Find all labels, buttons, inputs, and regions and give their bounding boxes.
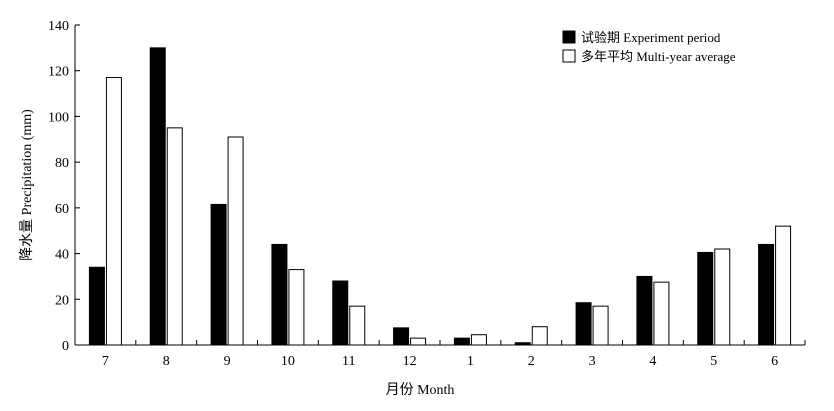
y-tick-label: 60 <box>55 202 69 217</box>
bar-average-month-12 <box>410 337 427 346</box>
bar-average-month-10 <box>288 269 305 346</box>
x-tick-label: 10 <box>281 354 295 369</box>
axes-layer <box>74 25 805 346</box>
bar-average-month-1 <box>470 334 487 346</box>
x-tick-label: 7 <box>102 354 109 369</box>
x-tick-label: 12 <box>403 354 417 369</box>
bar-average-month-4 <box>653 281 670 346</box>
legend-label-average: 多年平均 Multi-year average <box>581 49 736 64</box>
bar-average-month-2 <box>531 326 548 346</box>
bar-experiment-month-7 <box>88 266 105 346</box>
bar-experiment-month-10 <box>271 243 288 346</box>
bar-average-month-8 <box>166 127 183 346</box>
x-tick-label: 6 <box>771 354 778 369</box>
x-tick-label: 2 <box>528 354 535 369</box>
x-tick-label: 8 <box>163 354 170 369</box>
y-ticks: 0 20 40 60 80 100 120 140 <box>48 19 80 354</box>
x-tick-label: 9 <box>224 354 231 369</box>
bar-average-month-6 <box>775 225 792 346</box>
bars-layer <box>88 47 792 346</box>
y-tick-label: 120 <box>48 65 69 80</box>
x-tick-label: 11 <box>342 354 355 369</box>
legend-swatch-average <box>562 49 576 63</box>
bar-experiment-month-3 <box>575 302 592 346</box>
bar-average-month-7 <box>105 77 122 346</box>
bar-average-month-5 <box>714 248 731 346</box>
legend: 试验期 Experiment period 多年平均 Multi-year av… <box>562 30 736 64</box>
legend-label-experiment: 试验期 Experiment period <box>581 30 721 45</box>
x-tick-label: 4 <box>649 354 656 369</box>
bar-average-month-3 <box>592 305 609 346</box>
bar-experiment-month-1 <box>453 337 470 346</box>
y-tick-label: 80 <box>55 156 69 171</box>
x-tick-label: 3 <box>589 354 596 369</box>
bar-experiment-month-5 <box>697 251 714 346</box>
y-tick-label: 140 <box>48 19 69 34</box>
bar-experiment-month-4 <box>636 275 653 346</box>
bar-experiment-month-9 <box>210 203 227 346</box>
y-tick-label: 40 <box>55 248 69 263</box>
x-ticks: 7 8 9 10 11 12 1 2 3 4 5 6 <box>102 340 806 369</box>
x-tick-label: 1 <box>467 354 474 369</box>
bar-average-month-9 <box>227 136 244 346</box>
y-tick-label: 100 <box>48 110 69 125</box>
bar-average-month-11 <box>349 305 366 346</box>
bar-experiment-month-12 <box>393 327 410 346</box>
x-axis-label: 月份 Month <box>386 382 455 398</box>
bar-experiment-month-8 <box>149 47 166 346</box>
bar-experiment-month-11 <box>332 280 349 346</box>
legend-swatch-experiment <box>562 30 576 44</box>
y-axis-label: 降水量 Precipitation (mm) <box>19 109 35 261</box>
y-tick-label: 20 <box>55 293 69 308</box>
y-tick-label: 0 <box>62 339 69 354</box>
bar-experiment-month-6 <box>758 243 775 346</box>
x-tick-label: 5 <box>710 354 717 369</box>
